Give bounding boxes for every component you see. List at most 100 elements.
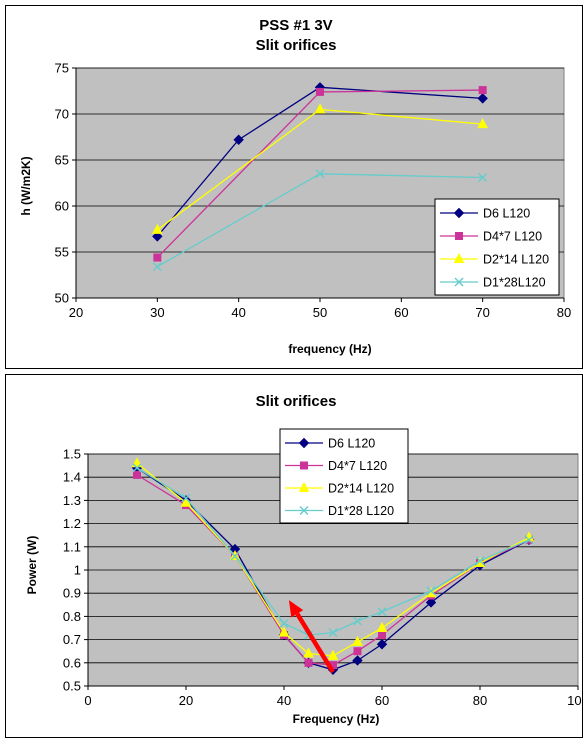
legend-item: D6 L120 — [285, 437, 375, 451]
legend-marker — [454, 277, 464, 287]
chart-title: Slit orifices — [256, 393, 337, 410]
legend-label: D1*28 L120 — [328, 504, 394, 518]
series-0 — [152, 82, 488, 242]
y-axis-label: h (W/m2K) — [19, 156, 33, 215]
x-tick-label: 100 — [567, 693, 582, 708]
x-tick-label: 40 — [231, 305, 245, 320]
y-tick-label: 0.6 — [63, 655, 81, 670]
legend-marker — [299, 506, 309, 515]
data-point — [353, 616, 362, 626]
data-point — [475, 556, 485, 566]
y-tick-label: 55 — [55, 245, 69, 260]
y-tick-label: 70 — [55, 107, 69, 122]
y-tick-label: 1.1 — [63, 539, 81, 554]
x-tick-label: 50 — [313, 305, 327, 320]
y-tick-label: 75 — [55, 61, 69, 76]
chart-panel-h: PSS #1 3V Slit orifices frequency (Hz) h… — [5, 5, 583, 369]
data-point — [425, 597, 437, 608]
data-point — [278, 626, 290, 637]
data-point — [327, 649, 339, 660]
x-tick-label: 30 — [150, 305, 164, 320]
y-tick-label: 0.7 — [63, 632, 81, 647]
series-3 — [152, 169, 488, 272]
y-tick-label: 0.5 — [63, 679, 81, 694]
series-1 — [153, 86, 487, 262]
data-point — [230, 551, 240, 561]
data-point — [133, 470, 141, 479]
data-point — [131, 457, 143, 468]
y-tick-label: 1 — [74, 563, 81, 578]
y-tick-label: 50 — [55, 291, 69, 306]
legend-marker — [453, 207, 465, 219]
legend-label: D1*28L120 — [483, 276, 546, 290]
x-tick-label: 60 — [375, 693, 389, 708]
data-point — [377, 607, 387, 617]
data-point — [132, 463, 142, 473]
chart-subtitle: Slit orifices — [256, 37, 337, 54]
data-point — [524, 535, 534, 545]
legend-label: D2*14 L120 — [483, 253, 549, 267]
chart-panel-power: Slit orifices Frequency (Hz) Power (W) 0… — [5, 374, 583, 738]
legend-label: D4*7 L120 — [328, 459, 387, 473]
data-point — [352, 635, 363, 646]
legend-item: D2*14 L120 — [440, 253, 549, 267]
y-tick-label: 0.8 — [63, 609, 81, 624]
data-point — [152, 231, 163, 242]
x-tick-label: 80 — [557, 305, 571, 320]
data-point — [477, 93, 488, 104]
legend-marker — [455, 232, 463, 240]
y-tick-label: 1.3 — [63, 493, 81, 508]
data-point — [378, 630, 386, 639]
legend: D6 L120 D4*7 L120 D2*14 L120 D1*28 L120 — [279, 428, 409, 524]
legend-label: D6 L120 — [483, 207, 530, 221]
legend-label: D6 L120 — [328, 437, 375, 451]
data-point — [328, 628, 338, 638]
data-point — [316, 87, 324, 96]
x-tick-label: 20 — [69, 305, 83, 320]
y-tick-label: 65 — [55, 153, 69, 168]
chart-title: PSS #1 3V — [259, 17, 332, 34]
data-point — [279, 618, 289, 628]
data-point — [233, 134, 244, 145]
y-tick-label: 1.2 — [63, 516, 81, 531]
x-tick-label: 0 — [84, 693, 91, 708]
data-point — [353, 647, 362, 656]
data-point — [303, 647, 314, 658]
data-point — [180, 496, 192, 507]
series-line — [156, 86, 483, 237]
legend-item: D4*7 L120 — [440, 230, 542, 244]
x-tick-label: 60 — [394, 305, 408, 320]
x-tick-label: 40 — [277, 693, 291, 708]
y-axis-label: Power (W) — [25, 536, 39, 595]
red-arrow-annotation — [288, 600, 335, 674]
data-point — [477, 118, 488, 129]
legend: D6 L120 D4*7 L120 D2*14 L120 D1*28L120 — [434, 198, 560, 296]
x-tick-label: 20 — [179, 693, 193, 708]
x-axis-label: Frequency (Hz) — [293, 712, 380, 726]
legend-item: D1*28 L120 — [285, 504, 394, 518]
legend-item: D4*7 L120 — [285, 459, 387, 473]
y-tick-label: 60 — [55, 199, 69, 214]
data-point — [352, 655, 363, 666]
x-tick-label: 70 — [475, 305, 489, 320]
series-2 — [152, 103, 488, 234]
x-tick-label: 80 — [473, 693, 487, 708]
data-point — [153, 253, 162, 262]
legend-item: D1*28L120 — [440, 276, 546, 290]
legend-marker — [298, 437, 310, 449]
y-tick-label: 0.9 — [63, 586, 81, 601]
data-point — [376, 639, 388, 650]
legend-item: D6 L120 — [440, 207, 530, 221]
legend-item: D2*14 L120 — [285, 482, 394, 496]
chart-h-svg: PSS #1 3V Slit orifices frequency (Hz) h… — [19, 17, 571, 356]
y-tick-label: 1.5 — [63, 447, 81, 462]
chart-power-svg: Slit orifices Frequency (Hz) Power (W) 0… — [25, 393, 582, 726]
legend-marker — [298, 481, 310, 492]
data-point — [478, 86, 487, 95]
data-point — [304, 658, 313, 667]
legend-label: D2*14 L120 — [328, 482, 394, 496]
legend-marker — [300, 461, 308, 470]
data-point — [152, 223, 163, 234]
data-point — [376, 621, 388, 632]
legend-marker — [453, 252, 465, 263]
